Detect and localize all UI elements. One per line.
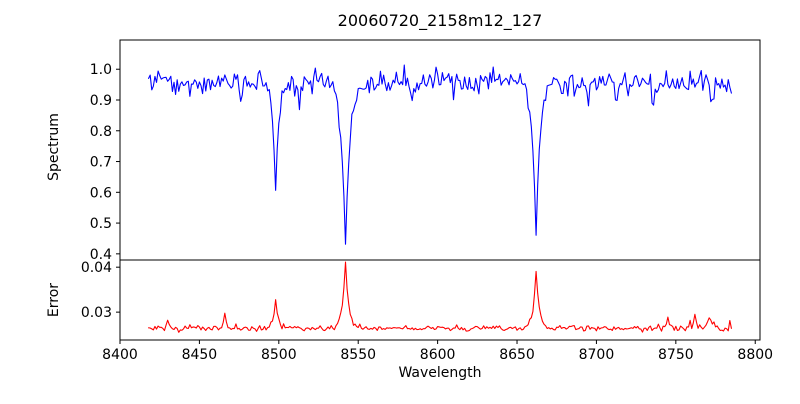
error-panel-frame — [119, 259, 761, 341]
error-y-axis-label: Error — [46, 283, 62, 317]
y-tick-label: 0.04 — [81, 260, 112, 276]
error-y-axis-ticks: 0.03 0.04 — [81, 260, 120, 321]
x-tick-label: 8650 — [499, 347, 535, 363]
x-axis-ticks: 8400 8450 8500 8550 8600 8650 8700 8750 8800 — [102, 340, 773, 363]
y-tick-label: 0.8 — [90, 124, 112, 140]
y-tick-label: 0.6 — [90, 185, 112, 201]
y-tick-label: 0.9 — [90, 93, 112, 109]
error-line — [148, 261, 732, 333]
x-tick-label: 8700 — [579, 347, 615, 363]
y-tick-label: 0.03 — [81, 305, 112, 321]
chart-title: 20060720_2158m12_127 — [338, 11, 543, 31]
x-axis-label: Wavelength — [398, 365, 481, 381]
spectrum-y-axis-ticks: 0.4 0.5 0.6 0.7 0.8 0.9 1.0 — [90, 62, 120, 263]
x-tick-label: 8750 — [658, 347, 694, 363]
x-tick-label: 8500 — [261, 347, 297, 363]
y-tick-label: 0.5 — [90, 216, 112, 232]
x-tick-label: 8600 — [420, 347, 456, 363]
x-tick-label: 8400 — [102, 347, 138, 363]
x-tick-label: 8800 — [737, 347, 773, 363]
x-tick-label: 8550 — [340, 347, 376, 363]
y-tick-label: 0.4 — [90, 247, 112, 263]
x-tick-label: 8450 — [182, 347, 218, 363]
spectrum-line — [148, 64, 732, 245]
plot-lines — [148, 64, 732, 333]
y-tick-label: 0.7 — [90, 155, 112, 171]
spectrum-y-axis-label: Spectrum — [46, 113, 62, 181]
y-tick-label: 1.0 — [90, 62, 112, 78]
